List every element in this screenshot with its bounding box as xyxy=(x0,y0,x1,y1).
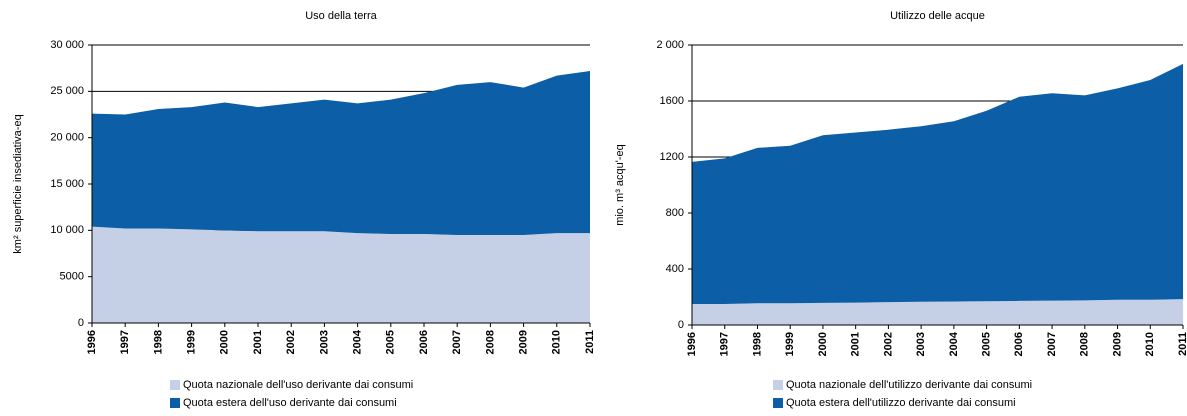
x-tick-label: 2004 xyxy=(352,329,364,354)
legend-swatch xyxy=(170,398,180,408)
area xyxy=(92,70,590,235)
x-tick-label: 1997 xyxy=(719,332,731,356)
area xyxy=(692,299,1183,325)
x-tick-label: 2001 xyxy=(252,330,264,354)
x-tick-label: 2004 xyxy=(948,331,960,356)
y-tick-label: 1200 xyxy=(660,151,684,163)
x-tick-label: 2010 xyxy=(1144,332,1156,356)
x-tick-label: 2007 xyxy=(1046,332,1058,356)
y-tick-label: 2 000 xyxy=(656,39,684,51)
y-tick-label: 0 xyxy=(78,317,84,329)
x-tick-label: 2002 xyxy=(285,330,297,354)
legend-label: Quota nazionale dell'utilizzo derivante … xyxy=(786,379,1032,391)
y-tick-label: 1600 xyxy=(660,95,684,107)
x-tick-label: 2000 xyxy=(817,332,829,356)
legend-label: Quota nazionale dell'uso derivante dai c… xyxy=(183,379,413,391)
x-tick-label: 1998 xyxy=(152,330,164,354)
y-tick-label: 10 000 xyxy=(50,224,84,236)
y-tick-label: 30 000 xyxy=(50,39,84,51)
x-tick-label: 1997 xyxy=(119,330,131,354)
x-tick-label: 2009 xyxy=(1111,332,1123,356)
x-tick-label: 2011 xyxy=(584,330,596,354)
x-tick-label: 2010 xyxy=(551,330,563,354)
x-tick-label: 1999 xyxy=(186,330,198,354)
x-tick-label: 2002 xyxy=(882,332,894,356)
y-tick-label: 20 000 xyxy=(50,132,84,144)
legend-label: Quota estera dell'uso derivante dai cons… xyxy=(183,397,397,409)
x-tick-label: 2000 xyxy=(219,330,231,354)
x-tick-label: 2011 xyxy=(1177,332,1187,356)
x-tick-label: 2008 xyxy=(1079,332,1091,356)
y-tick-label: 15 000 xyxy=(50,178,84,190)
y-tick-label: 400 xyxy=(666,263,684,275)
chart-title: Uso della terra xyxy=(305,10,377,22)
legend-swatch xyxy=(170,380,180,390)
y-axis-label: mio. m³ acqu'-eq xyxy=(614,144,626,226)
area xyxy=(692,63,1183,305)
x-tick-label: 1996 xyxy=(686,332,698,356)
x-tick-label: 2005 xyxy=(981,332,993,356)
x-tick-label: 1996 xyxy=(86,330,98,354)
x-tick-label: 2003 xyxy=(318,330,330,354)
legend-swatch xyxy=(773,398,783,408)
y-tick-label: 25 000 xyxy=(50,85,84,97)
y-tick-label: 5000 xyxy=(60,271,84,283)
y-tick-label: 800 xyxy=(666,207,684,219)
x-tick-label: 2008 xyxy=(484,330,496,354)
x-tick-label: 1999 xyxy=(784,332,796,356)
x-tick-label: 2007 xyxy=(451,330,463,354)
x-tick-label: 2006 xyxy=(418,330,430,354)
x-tick-label: 2009 xyxy=(518,330,530,354)
area xyxy=(92,226,590,323)
x-tick-label: 2003 xyxy=(915,332,927,356)
y-axis-label: km² superficie insediativa-eq xyxy=(12,114,24,253)
chart-title: Utilizzo delle acque xyxy=(890,10,985,22)
legend-swatch xyxy=(773,380,783,390)
x-tick-label: 2005 xyxy=(385,330,397,354)
x-tick-label: 1998 xyxy=(751,332,763,356)
x-tick-label: 2006 xyxy=(1013,332,1025,356)
x-tick-label: 2001 xyxy=(850,332,862,356)
legend-label: Quota estera dell'utilizzo derivante dai… xyxy=(786,397,1016,409)
y-tick-label: 0 xyxy=(678,319,684,331)
